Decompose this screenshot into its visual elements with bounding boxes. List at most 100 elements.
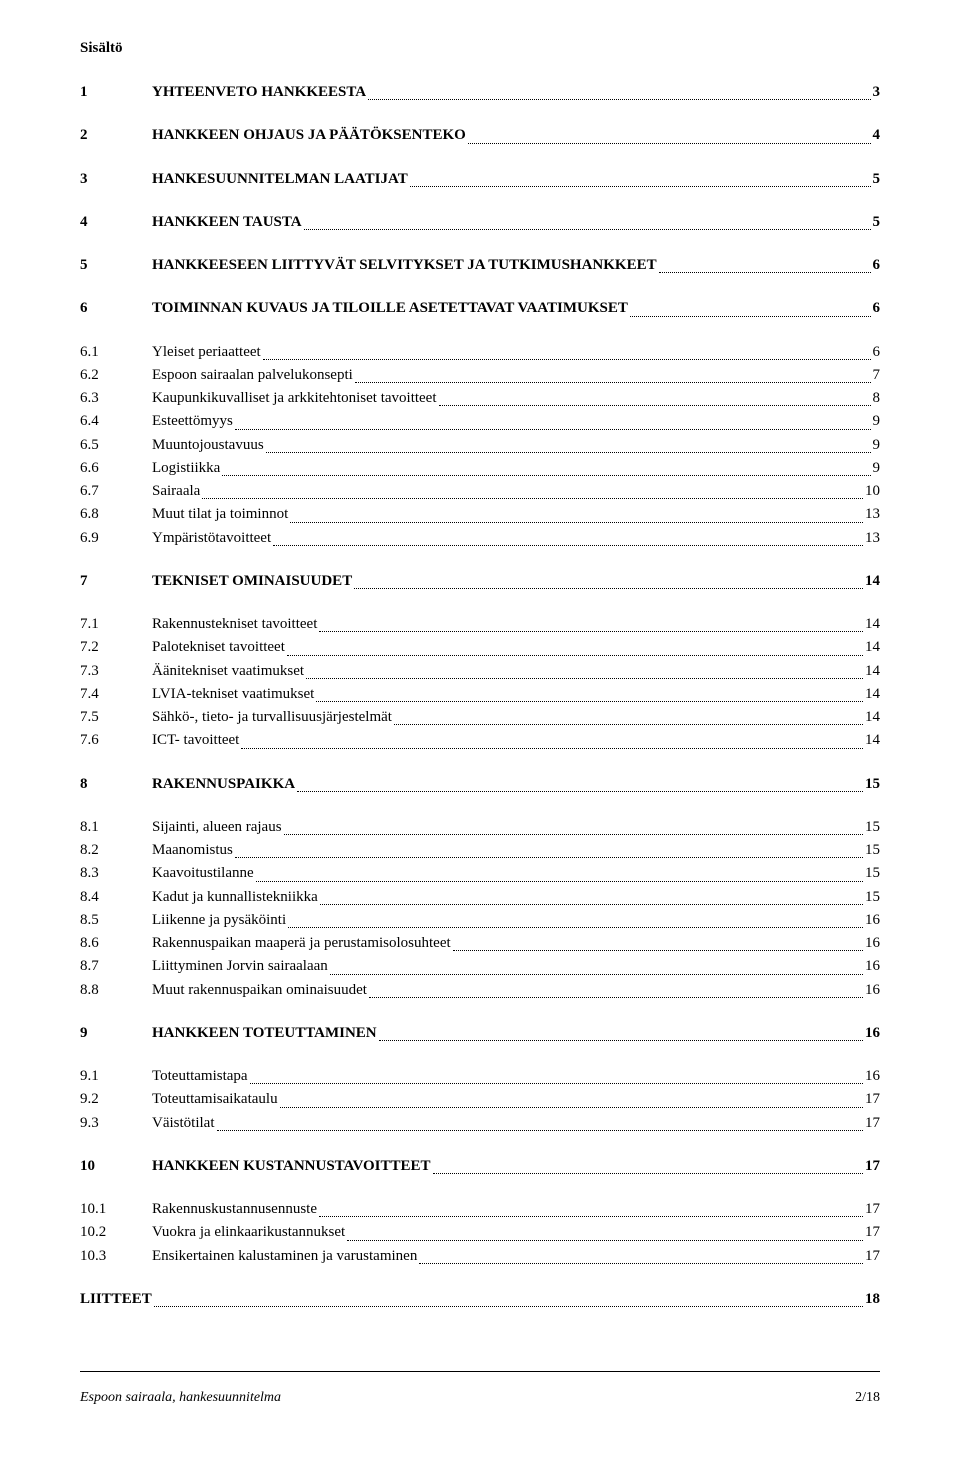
- toc-entry: LIITTEET18: [80, 1288, 880, 1311]
- page: Sisältö 1YHTEENVETO HANKKEESTA32HANKKEEN…: [0, 0, 960, 1464]
- toc-page: 16: [865, 1022, 880, 1045]
- toc-label: Espoon sairaalan palvelukonsepti: [152, 364, 353, 387]
- toc-page: 17: [865, 1221, 880, 1244]
- toc-number: 5: [80, 254, 152, 277]
- toc-label: HANKKEEN OHJAUS JA PÄÄTÖKSENTEKO: [152, 124, 466, 147]
- toc-leader-dots: [369, 979, 863, 998]
- toc-entry: 7.1Rakennustekniset tavoitteet14: [80, 613, 880, 636]
- toc-page: 14: [865, 660, 880, 683]
- toc-number: 7.2: [80, 636, 152, 659]
- toc-number: 7.3: [80, 660, 152, 683]
- toc-label: Muut tilat ja toiminnot: [152, 503, 288, 526]
- toc-number: 7.5: [80, 706, 152, 729]
- toc-entry: 7.2Palotekniset tavoitteet14: [80, 636, 880, 659]
- toc-label: Yleiset periaatteet: [152, 341, 261, 364]
- toc-page: 14: [865, 636, 880, 659]
- toc-label: Liittyminen Jorvin sairaalaan: [152, 955, 328, 978]
- toc-entry: 6.3Kaupunkikuvalliset ja arkkitehtoniset…: [80, 387, 880, 410]
- toc-number: 3: [80, 168, 152, 191]
- toc-entry: 8.7Liittyminen Jorvin sairaalaan 16: [80, 955, 880, 978]
- toc-number: 7.6: [80, 729, 152, 752]
- toc-leader-dots: [280, 1088, 863, 1107]
- toc-entry: 8.3Kaavoitustilanne15: [80, 862, 880, 885]
- toc-page: 15: [865, 862, 880, 885]
- toc-entry: 6.7Sairaala10: [80, 480, 880, 503]
- toc-label: Kaupunkikuvalliset ja arkkitehtoniset ta…: [152, 387, 437, 410]
- toc-leader-dots: [320, 886, 863, 905]
- toc-label: Kaavoitustilanne: [152, 862, 254, 885]
- toc-number: 9: [80, 1022, 152, 1045]
- toc-number: 10.3: [80, 1245, 152, 1268]
- toc-page: 16: [865, 909, 880, 932]
- toc-page: 4: [873, 124, 881, 147]
- toc-page: 14: [865, 706, 880, 729]
- toc-leader-dots: [347, 1221, 863, 1240]
- toc-page: 17: [865, 1112, 880, 1135]
- toc-number: 6.4: [80, 410, 152, 433]
- toc-page: 17: [865, 1088, 880, 1111]
- toc-label: HANKKEEN TOTEUTTAMINEN: [152, 1022, 377, 1045]
- toc-number: 8.4: [80, 886, 152, 909]
- toc-page: 14: [865, 570, 880, 593]
- toc-entry: 8.8Muut rakennuspaikan ominaisuudet16: [80, 979, 880, 1002]
- toc-entry: 7.6ICT- tavoitteet14: [80, 729, 880, 752]
- toc-label: Toteuttamisaikataulu: [152, 1088, 278, 1111]
- toc-number: 10.2: [80, 1221, 152, 1244]
- toc-page: 15: [865, 886, 880, 909]
- toc-entry: 6.1Yleiset periaatteet 6: [80, 341, 880, 364]
- toc-label: Vuokra ja elinkaarikustannukset: [152, 1221, 345, 1244]
- toc-entry: 5HANKKEESEEN LIITTYVÄT SELVITYKSET JA TU…: [80, 254, 880, 277]
- toc-leader-dots: [202, 480, 863, 499]
- toc-leader-dots: [354, 570, 863, 589]
- toc-leader-dots: [290, 503, 863, 522]
- toc-entry: 10.1Rakennuskustannusennuste17: [80, 1198, 880, 1221]
- toc-page: 6: [873, 254, 881, 277]
- toc-number: 6.5: [80, 434, 152, 457]
- toc-leader-dots: [410, 168, 871, 187]
- toc-page: 6: [873, 297, 881, 320]
- toc-label: HANKKEEN KUSTANNUSTAVOITTEET: [152, 1155, 431, 1178]
- toc-number: 6.1: [80, 341, 152, 364]
- toc-page: 6: [873, 341, 881, 364]
- toc-page: 14: [865, 729, 880, 752]
- toc-page: 18: [865, 1288, 880, 1311]
- toc-page: 15: [865, 773, 880, 796]
- toc-label: Rakennuskustannusennuste: [152, 1198, 317, 1221]
- toc-number: 8.7: [80, 955, 152, 978]
- toc-entry: 8.4Kadut ja kunnallistekniikka15: [80, 886, 880, 909]
- toc-entry: 8.5Liikenne ja pysäköinti 16: [80, 909, 880, 932]
- toc-number: 8.5: [80, 909, 152, 932]
- toc-entry: 6.2Espoon sairaalan palvelukonsepti7: [80, 364, 880, 387]
- toc-entry: 10.2Vuokra ja elinkaarikustannukset 17: [80, 1221, 880, 1244]
- table-of-contents: 1YHTEENVETO HANKKEESTA32HANKKEEN OHJAUS …: [80, 81, 880, 1311]
- toc-leader-dots: [433, 1155, 863, 1174]
- toc-entry: 4HANKKEEN TAUSTA5: [80, 211, 880, 234]
- footer-doc-title: Espoon sairaala, hankesuunnitelma: [80, 1390, 281, 1406]
- toc-label: Liikenne ja pysäköinti: [152, 909, 286, 932]
- toc-page: 16: [865, 932, 880, 955]
- toc-label: RAKENNUSPAIKKA: [152, 773, 295, 796]
- toc-entry: 6.4Esteettömyys9: [80, 410, 880, 433]
- toc-page: 16: [865, 955, 880, 978]
- toc-label: HANKKEEN TAUSTA: [152, 211, 302, 234]
- toc-label: Väistötilat: [152, 1112, 215, 1135]
- toc-leader-dots: [368, 81, 870, 100]
- toc-number: 8.1: [80, 816, 152, 839]
- toc-number: 2: [80, 124, 152, 147]
- toc-label: Ympäristötavoitteet: [152, 527, 271, 550]
- toc-page: 13: [865, 527, 880, 550]
- page-title: Sisältö: [80, 40, 880, 57]
- toc-number: 8.2: [80, 839, 152, 862]
- toc-entry: 8.1Sijainti, alueen rajaus15: [80, 816, 880, 839]
- toc-label: Ensikertainen kalustaminen ja varustamin…: [152, 1245, 417, 1268]
- toc-entry: 9.3Väistötilat17: [80, 1112, 880, 1135]
- toc-leader-dots: [287, 636, 863, 655]
- toc-entry: 9.1Toteuttamistapa16: [80, 1065, 880, 1088]
- toc-leader-dots: [154, 1288, 863, 1307]
- toc-number: 7.1: [80, 613, 152, 636]
- toc-number: 9.1: [80, 1065, 152, 1088]
- toc-number: 6.6: [80, 457, 152, 480]
- toc-entry: 6.6Logistiikka9: [80, 457, 880, 480]
- toc-entry: 8RAKENNUSPAIKKA15: [80, 773, 880, 796]
- toc-label: Rakennuspaikan maaperä ja perustamisolos…: [152, 932, 451, 955]
